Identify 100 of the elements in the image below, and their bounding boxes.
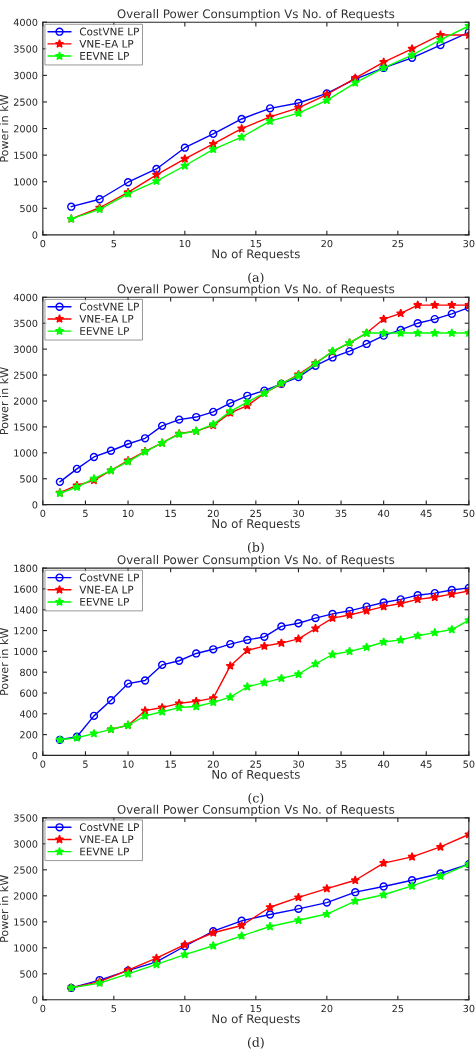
- y-tick-label: 2000: [13, 125, 38, 133]
- legend-label: VNE-EA LP: [79, 835, 134, 844]
- x-tick-label: 5: [83, 760, 88, 768]
- x-tick-label: 25: [392, 1004, 404, 1013]
- x-tick-label: 30: [463, 1004, 475, 1013]
- x-tick-label: 5: [111, 1004, 117, 1013]
- x-tick-label: 10: [122, 509, 134, 518]
- y-tick-label: 3000: [13, 840, 38, 848]
- chart-title: Overall Power Consumption Vs No. of Requests: [117, 804, 395, 817]
- text: (b): [247, 542, 264, 554]
- legend-label: CostVNE LP: [79, 573, 139, 582]
- y-tick-label: 3500: [13, 814, 38, 822]
- x-tick-label: 45: [420, 760, 432, 768]
- legend-label: EEVNE LP: [80, 598, 129, 606]
- legend-label: CostVNE LP: [79, 27, 139, 36]
- x-tick-label: 0: [40, 509, 46, 518]
- x-tick-label: 20: [207, 760, 219, 768]
- x-tick-label: 40: [377, 509, 390, 518]
- text: (d): [247, 1037, 264, 1049]
- legend-label: VNE-EA LP: [79, 314, 134, 323]
- y-axis-title: Power in kW: [0, 875, 9, 942]
- y-tick-label: 500: [20, 204, 38, 213]
- y-tick-label: 0: [32, 996, 38, 1004]
- legend-label: VNE-EA LP: [79, 585, 134, 594]
- x-tick-label: 15: [165, 760, 176, 768]
- x-tick-label: 50: [463, 509, 475, 518]
- y-tick-label: 1000: [14, 449, 38, 457]
- x-tick-label: 10: [179, 239, 191, 248]
- y-tick-label: 1000: [14, 178, 38, 186]
- y-axis-title: Power in kW: [0, 628, 9, 695]
- x-tick-label: 35: [335, 760, 347, 768]
- y-axis-title: Power in kW: [0, 94, 9, 162]
- y-tick-label: 4000: [13, 18, 38, 27]
- y-tick-label: 1000: [14, 944, 38, 952]
- x-tick-label: 20: [321, 1004, 333, 1013]
- y-tick-label: 500: [20, 970, 38, 978]
- y-tick-label: 2500: [13, 371, 38, 379]
- y-tick-label: 1500: [14, 151, 38, 159]
- x-tick-label: 0: [40, 1004, 46, 1013]
- y-tick-label: 4000: [13, 293, 38, 302]
- y-tick-label: 1500: [14, 918, 38, 926]
- y-tick-label: 0: [32, 751, 38, 760]
- x-axis-title: No of Requests: [212, 518, 300, 531]
- y-tick-label: 200: [20, 731, 38, 739]
- x-tick-label: 0: [40, 760, 46, 768]
- legend-label: EEVNE LP: [80, 52, 129, 60]
- x-tick-label: 30: [293, 760, 304, 768]
- legend-label: EEVNE LP: [80, 847, 129, 856]
- y-tick-label: 0: [32, 501, 38, 509]
- legend-label: CostVNE LP: [79, 823, 139, 832]
- legend-label: VNE-EA LP: [79, 39, 134, 48]
- x-tick-label: 30: [463, 239, 475, 248]
- y-tick-label: 1200: [14, 627, 38, 635]
- x-tick-label: 20: [207, 509, 219, 518]
- chart-title: Overall Power Consumption Vs No. of Requests: [117, 284, 395, 296]
- x-tick-label: 25: [250, 760, 262, 768]
- y-tick-label: 2000: [13, 892, 38, 900]
- y-tick-label: 1500: [14, 423, 38, 431]
- x-tick-label: 15: [165, 509, 176, 518]
- chart-title: Overall Power Consumption Vs No. of Requests: [117, 9, 395, 21]
- y-tick-label: 3000: [13, 345, 38, 353]
- y-tick-label: 400: [19, 710, 38, 718]
- legend-label: CostVNE LP: [79, 302, 139, 311]
- x-tick-label: 10: [179, 1004, 191, 1013]
- x-tick-label: 45: [420, 509, 432, 518]
- x-tick-label: 35: [335, 509, 347, 518]
- x-tick-label: 5: [111, 240, 117, 248]
- legend-label: EEVNE LP: [80, 327, 129, 335]
- x-tick-label: 20: [321, 239, 333, 248]
- x-axis-title: No of Requests: [212, 769, 300, 782]
- y-tick-label: 1800: [14, 564, 38, 572]
- y-tick-label: 500: [20, 475, 38, 483]
- x-tick-label: 25: [392, 239, 404, 248]
- x-tick-label: 10: [122, 760, 134, 768]
- y-tick-label: 1600: [14, 585, 38, 593]
- y-tick-label: 2000: [13, 397, 38, 405]
- text: (c): [248, 792, 264, 805]
- x-axis-title: No of Requests: [212, 1014, 300, 1026]
- x-tick-label: 5: [83, 509, 88, 518]
- x-tick-label: 30: [293, 509, 304, 518]
- x-tick-label: 25: [250, 509, 262, 518]
- y-tick-label: 3500: [13, 45, 38, 53]
- y-tick-label: 800: [20, 668, 38, 677]
- x-tick-label: 0: [40, 239, 46, 248]
- text: (a): [248, 272, 264, 284]
- y-axis-title: Power in kW: [0, 367, 9, 434]
- y-tick-label: 2500: [13, 866, 38, 874]
- y-tick-label: 2500: [13, 98, 38, 106]
- x-tick-label: 40: [377, 760, 390, 768]
- x-axis-title: No of Requests: [212, 249, 300, 261]
- y-tick-label: 1400: [14, 606, 38, 614]
- y-tick-label: 600: [20, 689, 38, 697]
- chart-title: Overall Power Consumption Vs No. of Requests: [117, 555, 395, 567]
- x-tick-label: 15: [250, 240, 262, 248]
- y-tick-label: 3500: [13, 319, 38, 328]
- y-tick-label: 1000: [14, 647, 38, 656]
- x-tick-label: 50: [463, 760, 475, 768]
- y-tick-label: 3000: [13, 71, 38, 80]
- y-tick-label: 0: [32, 231, 38, 239]
- x-tick-label: 15: [250, 1004, 262, 1013]
